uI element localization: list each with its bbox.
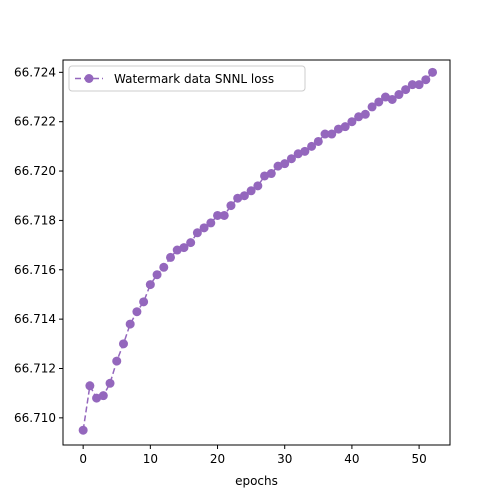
x-tick-label: 40: [344, 452, 359, 466]
series-layer: [78, 67, 438, 435]
data-point: [206, 218, 216, 228]
x-tick-label: 10: [143, 452, 158, 466]
legend-label: Watermark data SNNL loss: [114, 72, 274, 86]
data-point: [166, 252, 175, 262]
data-point: [360, 109, 370, 119]
plot-frame: [62, 59, 451, 446]
data-point: [219, 210, 229, 220]
y-tick-label: 66.710: [14, 411, 56, 425]
data-point: [266, 169, 276, 179]
x-axis: 0 10 20 30 40 50: [79, 445, 427, 466]
data-point: [428, 67, 438, 77]
data-point: [300, 146, 310, 156]
data-point: [253, 181, 263, 191]
legend-box: [68, 65, 306, 92]
data-point: [112, 356, 122, 366]
y-axis: 66.710 66.712 66.714 66.716 66.718 66.720 66.7…: [14, 65, 63, 425]
data-point: [199, 223, 209, 233]
x-tick-label: 50: [411, 452, 426, 466]
data-point: [401, 85, 411, 95]
data-point: [327, 129, 337, 139]
data-point: [105, 378, 115, 388]
data-point: [374, 97, 384, 107]
data-point: [421, 75, 431, 85]
data-point: [320, 129, 330, 139]
data-point: [213, 210, 223, 220]
y-tick-label: 66.722: [14, 115, 56, 129]
data-point: [367, 102, 377, 112]
data-point: [186, 238, 196, 248]
data-point: [132, 307, 142, 317]
data-point: [239, 191, 249, 201]
legend: Watermark data SNNL loss: [68, 65, 306, 92]
data-point: [139, 297, 149, 307]
data-point: [347, 117, 357, 127]
data-point: [125, 319, 135, 329]
x-tick-label: 0: [79, 452, 87, 466]
data-point: [98, 391, 108, 401]
data-point: [246, 186, 256, 196]
y-tick-label: 66.714: [14, 312, 56, 326]
y-tick-label: 66.716: [14, 263, 56, 277]
y-tick-label: 66.718: [14, 213, 56, 227]
x-axis-label: epochs: [235, 474, 278, 488]
x-tick-label: 30: [277, 452, 292, 466]
data-point: [394, 90, 404, 100]
y-tick-label: 66.720: [14, 164, 56, 178]
data-point: [286, 154, 296, 164]
y-tick-label: 66.724: [14, 65, 56, 79]
data-point: [414, 80, 424, 90]
data-point: [313, 136, 323, 146]
x-tick-label: 20: [210, 452, 225, 466]
data-point: [226, 201, 236, 211]
data-point: [340, 122, 350, 132]
data-point: [152, 270, 162, 280]
legend-marker: [84, 74, 94, 83]
data-point: [78, 425, 88, 435]
data-point: [407, 80, 417, 90]
data-point: [159, 262, 169, 272]
data-point: [179, 243, 189, 253]
data-point: [118, 339, 128, 349]
y-tick-label: 66.712: [14, 361, 56, 375]
data-point: [192, 228, 202, 238]
data-point: [280, 159, 290, 169]
data-point: [145, 280, 155, 290]
data-point: [85, 381, 95, 391]
data-point: [387, 94, 397, 104]
data-point: [307, 141, 317, 151]
